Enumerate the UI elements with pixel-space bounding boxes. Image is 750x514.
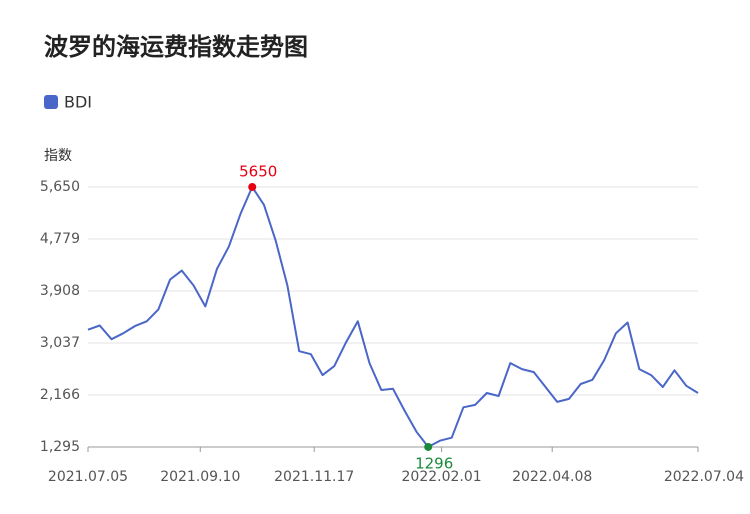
y-tick-label: 5,650	[40, 179, 80, 195]
annotation-dot	[424, 442, 433, 451]
y-axis-label: 指数	[44, 148, 72, 164]
x-tick-label: 2021.07.05	[48, 469, 128, 485]
x-tick-label: 2021.11.17	[274, 469, 354, 485]
y-tick-label: 3,908	[40, 283, 80, 299]
line	[87, 186, 699, 448]
x-tick-label: 2021.09.10	[160, 469, 240, 485]
y-tick-label: 4,779	[40, 231, 80, 247]
x-tick-label: 2022.02.01	[402, 469, 482, 485]
annotation-label: 1296	[415, 454, 453, 472]
y-tick-label: 3,037	[40, 335, 80, 351]
y-tick-label: 1,295	[40, 439, 80, 455]
legend-swatch	[44, 95, 58, 109]
annotation-label: 5650	[239, 163, 277, 181]
legend-label: BDI	[64, 93, 92, 112]
annotation-dot	[248, 183, 257, 191]
x-tick-label: 2022.04.08	[512, 469, 592, 485]
y-tick-label: 2,166	[40, 387, 80, 403]
chart-title: 波罗的海运费指数走势图	[44, 33, 308, 61]
x-tick-label: 2022.07.04	[664, 469, 744, 485]
